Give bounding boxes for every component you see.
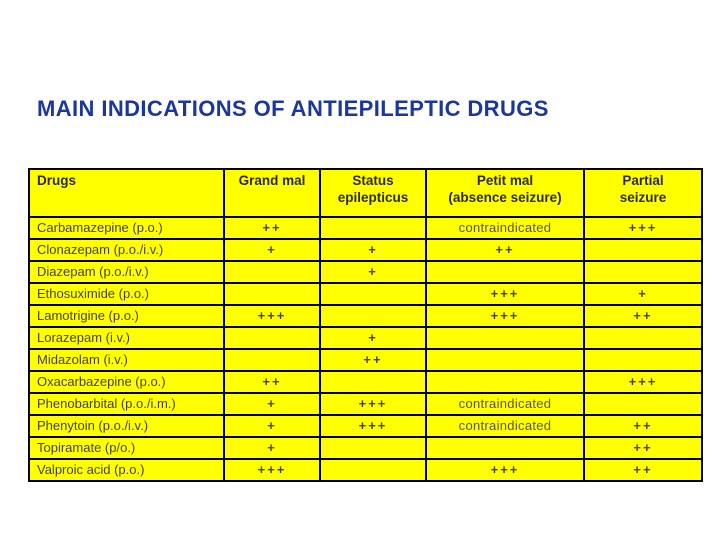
indication-cell	[425, 348, 585, 372]
indication-cell	[583, 348, 703, 372]
indication-cell	[319, 436, 427, 460]
indication-cell	[319, 370, 427, 394]
drug-name-cell: Valproic acid (p.o.)	[28, 458, 225, 482]
table-row: Phenytoin (p.o./i.v.) + +++ contraindicated…	[28, 414, 703, 438]
drug-name-cell: Phenobarbital (p.o./i.m.)	[28, 392, 225, 416]
indication-cell: +++	[319, 392, 427, 416]
indication-cell: ++	[223, 370, 321, 394]
table-row: Topiramate (p/o.) + ++	[28, 436, 703, 460]
indication-cell: ++	[583, 304, 703, 328]
indication-cell: +	[223, 238, 321, 262]
indication-cell: +++	[425, 458, 585, 482]
table-header: Drugs Grand mal Status epilepticus Petit ma…	[28, 168, 703, 218]
indication-cell	[319, 282, 427, 306]
indication-cell	[583, 392, 703, 416]
indication-cell	[223, 348, 321, 372]
column-header-partial-seizure: Partial seizure	[583, 168, 703, 218]
indication-cell: contraindicated	[425, 414, 585, 438]
indication-cell	[425, 370, 585, 394]
indication-cell: +	[319, 326, 427, 350]
indication-cell: +	[319, 260, 427, 284]
indication-cell: +++	[223, 458, 321, 482]
drug-name-cell: Carbamazepine (p.o.)	[28, 216, 225, 240]
indications-table: Drugs Grand mal Status epilepticus Petit ma…	[28, 168, 703, 482]
drug-name-cell: Ethosuximide (p.o.)	[28, 282, 225, 306]
indication-cell: ++	[583, 458, 703, 482]
table-body: Carbamazepine (p.o.) ++ contraindicated +++…	[28, 216, 703, 482]
table-row: Lamotrigine (p.o.) +++ +++ ++	[28, 304, 703, 328]
drug-name-cell: Oxacarbazepine (p.o.)	[28, 370, 225, 394]
indication-cell: contraindicated	[425, 216, 585, 240]
indication-cell	[425, 436, 585, 460]
indication-cell: +++	[319, 414, 427, 438]
indication-cell: ++	[583, 414, 703, 438]
drug-name-cell: Lorazepam (i.v.)	[28, 326, 225, 350]
table-row: Midazolam (i.v.) ++	[28, 348, 703, 372]
header-row: Drugs Grand mal Status epilepticus Petit ma…	[28, 168, 703, 218]
drug-name-cell: Midazolam (i.v.)	[28, 348, 225, 372]
indication-cell: +++	[425, 304, 585, 328]
indication-cell	[319, 216, 427, 240]
indication-cell	[425, 260, 585, 284]
column-header-petit-mal: Petit mal (absence seizure)	[425, 168, 585, 218]
indication-cell: +++	[583, 370, 703, 394]
indication-cell	[583, 238, 703, 262]
table-row: Clonazepam (p.o./i.v.) + + ++	[28, 238, 703, 262]
indication-cell: ++	[319, 348, 427, 372]
indication-cell: +	[223, 414, 321, 438]
indication-cell: +	[583, 282, 703, 306]
indication-cell	[583, 260, 703, 284]
indication-cell	[223, 326, 321, 350]
indication-cell	[223, 260, 321, 284]
table-row: Diazepam (p.o./i.v.) +	[28, 260, 703, 284]
indication-cell: +++	[223, 304, 321, 328]
indication-cell: +	[223, 436, 321, 460]
indication-cell: ++	[425, 238, 585, 262]
drug-name-cell: Phenytoin (p.o./i.v.)	[28, 414, 225, 438]
column-header-status-epilepticus: Status epilepticus	[319, 168, 427, 218]
indication-cell	[223, 282, 321, 306]
indication-cell	[583, 326, 703, 350]
indication-cell: +	[319, 238, 427, 262]
table-row: Valproic acid (p.o.) +++ +++ ++	[28, 458, 703, 482]
table-row: Ethosuximide (p.o.) +++ +	[28, 282, 703, 306]
indication-cell: +	[223, 392, 321, 416]
drug-name-cell: Clonazepam (p.o./i.v.)	[28, 238, 225, 262]
table-row: Carbamazepine (p.o.) ++ contraindicated +++	[28, 216, 703, 240]
column-header-drugs: Drugs	[28, 168, 225, 218]
indication-cell	[425, 326, 585, 350]
drug-name-cell: Lamotrigine (p.o.)	[28, 304, 225, 328]
indication-cell: contraindicated	[425, 392, 585, 416]
drug-name-cell: Topiramate (p/o.)	[28, 436, 225, 460]
drug-name-cell: Diazepam (p.o./i.v.)	[28, 260, 225, 284]
slide-title: MAIN INDICATIONS OF ANTIEPILEPTIC DRUGS	[37, 96, 549, 121]
indication-cell	[319, 458, 427, 482]
indication-cell: +++	[425, 282, 585, 306]
indication-cell: ++	[223, 216, 321, 240]
indication-cell: +++	[583, 216, 703, 240]
column-header-grand-mal: Grand mal	[223, 168, 321, 218]
indication-cell: ++	[583, 436, 703, 460]
table-row: Lorazepam (i.v.) +	[28, 326, 703, 350]
indication-cell	[319, 304, 427, 328]
table-row: Phenobarbital (p.o./i.m.) + +++ contraindic…	[28, 392, 703, 416]
table-row: Oxacarbazepine (p.o.) ++ +++	[28, 370, 703, 394]
